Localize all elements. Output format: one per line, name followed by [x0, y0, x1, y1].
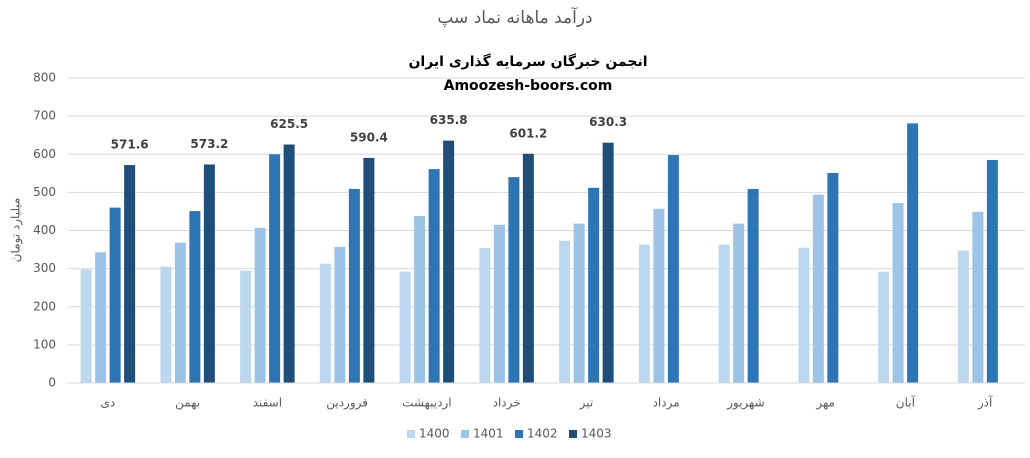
- data-label: 601.2: [509, 126, 547, 140]
- chart-subtitle: انجمن خبرگان سرمایه گذاری ایران: [408, 53, 647, 70]
- legend-swatch: [407, 430, 415, 438]
- y-tick-label: 800: [33, 71, 56, 85]
- legend-label: 1403: [581, 427, 612, 441]
- legend-swatch: [515, 430, 523, 438]
- bar: [319, 263, 331, 383]
- data-label: 590.4: [350, 130, 388, 144]
- bar: [986, 159, 998, 383]
- legend-swatch: [569, 430, 577, 438]
- x-tick-label: مرداد: [653, 396, 680, 411]
- data-label: 635.8: [430, 113, 468, 127]
- bar: [348, 188, 360, 383]
- bar: [559, 240, 571, 383]
- bar: [124, 165, 136, 383]
- bar: [189, 211, 201, 383]
- bar: [602, 142, 614, 383]
- bar: [428, 169, 440, 383]
- x-tick-label: تیر: [579, 396, 594, 411]
- bar: [957, 250, 969, 383]
- y-tick-label: 400: [33, 223, 56, 237]
- bar: [798, 247, 810, 383]
- bar: [588, 187, 600, 383]
- bar: [827, 172, 839, 383]
- bar: [269, 154, 281, 383]
- bar: [493, 224, 505, 383]
- y-tick-label: 700: [33, 109, 56, 123]
- bar: [479, 248, 491, 383]
- bar: [399, 271, 411, 383]
- bar: [573, 223, 585, 383]
- bar: [414, 216, 426, 383]
- bar: [718, 244, 730, 383]
- x-tick-label: مهر: [815, 396, 835, 411]
- data-label: 625.5: [270, 117, 308, 131]
- x-tick-label: بهمن: [175, 396, 200, 411]
- legend-label: 1402: [527, 427, 558, 441]
- bar: [334, 246, 346, 383]
- bar: [653, 208, 665, 383]
- bar: [638, 244, 650, 383]
- chart-title: درآمد ماهانه نماد سپ: [437, 6, 592, 28]
- bar: [667, 155, 679, 383]
- bar: [747, 188, 759, 383]
- x-tick-label: اردیبهشت: [402, 396, 451, 411]
- y-tick-label: 0: [48, 376, 56, 390]
- bar: [160, 266, 172, 383]
- bar: [203, 164, 215, 383]
- legend-label: 1400: [419, 427, 450, 441]
- bar: [95, 252, 107, 383]
- data-label: 573.2: [190, 137, 228, 151]
- y-tick-label: 200: [33, 299, 56, 313]
- bar: [363, 157, 375, 383]
- x-tick-label: فروردین: [326, 396, 368, 411]
- bar: [174, 242, 186, 383]
- data-label: 571.6: [111, 138, 149, 152]
- bar: [283, 144, 295, 383]
- y-axis-label: میلیارد تومان: [9, 198, 24, 263]
- bar: [812, 194, 824, 383]
- x-tick-label: خرداد: [493, 396, 521, 411]
- x-tick-label: آذر: [977, 395, 993, 411]
- bar: [522, 153, 534, 383]
- y-tick-label: 500: [33, 185, 56, 199]
- chart-subtitle: Amoozesh-boors.com: [444, 78, 613, 94]
- bar: [907, 123, 919, 384]
- bar: [892, 203, 904, 383]
- x-tick-label: دی: [101, 396, 116, 410]
- y-tick-label: 300: [33, 261, 56, 275]
- bar: [80, 269, 92, 383]
- y-tick-label: 100: [33, 337, 56, 351]
- bar: [733, 223, 745, 383]
- bar: [254, 227, 266, 383]
- legend-swatch: [461, 430, 469, 438]
- x-tick-label: اسفند: [253, 396, 282, 410]
- bar: [972, 211, 984, 383]
- x-tick-label: آبان: [896, 395, 916, 410]
- bar: [240, 270, 252, 383]
- legend-label: 1401: [473, 427, 504, 441]
- bar: [109, 207, 121, 383]
- data-label: 630.3: [589, 115, 627, 129]
- x-tick-label: شهریور: [726, 396, 765, 411]
- y-tick-label: 600: [33, 147, 56, 161]
- bar: [878, 271, 890, 383]
- bar: [508, 177, 520, 383]
- bar: [443, 140, 455, 383]
